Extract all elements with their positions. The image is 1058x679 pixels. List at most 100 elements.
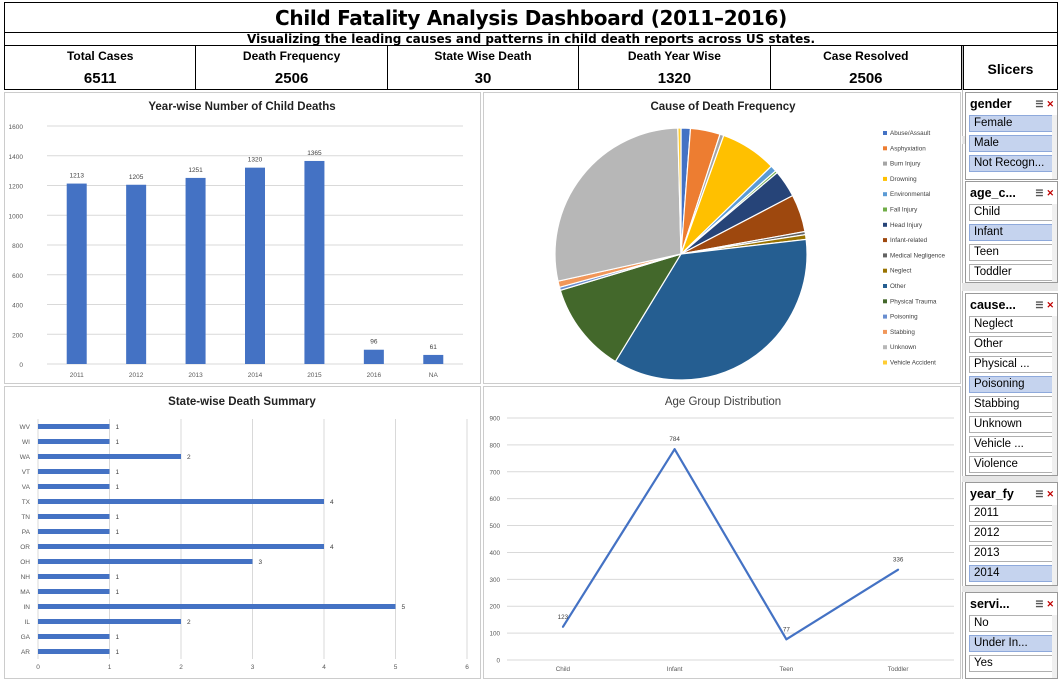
data-label: 1 <box>116 589 120 596</box>
y-tick-label: IN <box>24 604 31 611</box>
kpi-label: Death Year Wise <box>627 49 721 63</box>
clear-filter-icon[interactable]: ✕ <box>1046 187 1054 198</box>
data-label: 1 <box>116 514 120 521</box>
cause-chart-box: Cause of Death Frequency Abuse/Assault Asp… <box>483 92 961 384</box>
slicer-item[interactable]: Other <box>969 336 1053 353</box>
slicer-scrollbar[interactable] <box>1052 505 1057 585</box>
multi-select-icon[interactable]: ☰ <box>1035 488 1044 499</box>
legend-entry: Other <box>890 283 906 290</box>
slicer-item[interactable]: Child <box>969 204 1053 221</box>
dashboard-title-bar: Child Fatality Analysis Dashboard (2011–… <box>4 2 1058 32</box>
slicers-title: Slicers <box>987 61 1034 77</box>
y-tick-label: 600 <box>12 273 23 280</box>
slicer-item[interactable]: 2014 <box>969 565 1053 582</box>
multi-select-icon[interactable]: ☰ <box>1035 598 1044 609</box>
dashboard-title: Child Fatality Analysis Dashboard (2011–… <box>275 6 787 30</box>
state-wise-bar-chart: State-wise Death Summary 0 1 2 3 4 5 6 WV 1 WI 1 WA 2… <box>20 396 470 671</box>
y-tick-label: AR <box>21 649 30 656</box>
legend-swatch <box>883 345 887 350</box>
kpi-value: 2506 <box>274 70 309 87</box>
legend-swatch <box>883 176 887 181</box>
cause-pie-chart: Cause of Death Frequency Abuse/Assault Asp… <box>554 101 945 381</box>
bar-TX <box>38 499 324 504</box>
legend-entry: Stabbing <box>890 329 915 336</box>
y-tick-label: NH <box>21 574 31 581</box>
kpi-value: 6511 <box>83 70 117 87</box>
y-tick-label: PA <box>22 529 31 536</box>
y-tick-label: 0 <box>496 658 500 665</box>
slicer-item[interactable]: Stabbing <box>969 396 1053 413</box>
clear-filter-icon[interactable]: ✕ <box>1046 299 1054 310</box>
multi-select-icon[interactable]: ☰ <box>1035 98 1044 109</box>
y-tick-label: OR <box>20 544 30 551</box>
point-infant <box>673 448 676 451</box>
legend-swatch <box>883 268 887 273</box>
legend-entry: Vehicle Accident <box>890 360 936 367</box>
slicer-scrollbar[interactable] <box>1052 316 1057 475</box>
legend-swatch <box>883 207 887 212</box>
kpi-value: 1320 <box>657 70 692 87</box>
y-tick-label: MA <box>20 589 30 596</box>
kpi-total-cases: Total Cases 6511 <box>4 46 196 90</box>
slicer-item[interactable]: Physical ... <box>969 356 1053 373</box>
clear-filter-icon[interactable]: ✕ <box>1046 598 1054 609</box>
slicer-age_c: age_c... ☰ ✕ Child Infant Teen Toddler <box>965 181 1058 283</box>
legend-swatch <box>883 299 887 304</box>
slicer-item[interactable]: Female <box>969 115 1053 132</box>
slicer-item[interactable]: Violence <box>969 456 1053 473</box>
legend-swatch <box>883 192 887 197</box>
multi-select-icon[interactable]: ☰ <box>1035 299 1044 310</box>
bar-OH <box>38 559 253 564</box>
slicer-item[interactable]: Neglect <box>969 316 1053 333</box>
slicer-item[interactable]: 2012 <box>969 525 1053 542</box>
slicer-item[interactable]: Male <box>969 135 1053 152</box>
legend-swatch <box>883 238 887 243</box>
legend-entry: Unknown <box>890 344 917 351</box>
slicer-item[interactable]: Toddler <box>969 264 1053 281</box>
y-tick-label: 1200 <box>9 184 24 191</box>
y-tick-label: WA <box>20 454 31 461</box>
bar-GA <box>38 634 110 639</box>
data-label: 1 <box>116 439 120 446</box>
bar-NA <box>423 354 444 364</box>
clear-filter-icon[interactable]: ✕ <box>1046 98 1054 109</box>
slicer-item[interactable]: Unknown <box>969 416 1053 433</box>
slicer-cause: cause... ☰ ✕ Neglect Other Physical ... Poison… <box>965 293 1058 476</box>
legend-swatch <box>883 329 887 334</box>
x-tick-label: 2014 <box>248 372 263 379</box>
clear-filter-icon[interactable]: ✕ <box>1046 488 1054 499</box>
y-tick-label: 800 <box>489 442 500 449</box>
year-chart-box: Year-wise Number of Child Deaths 0 200 400 6… <box>4 92 481 384</box>
slicer-item[interactable]: Not Recogn... <box>969 155 1053 172</box>
multi-select-icon[interactable]: ☰ <box>1035 187 1044 198</box>
bar-VT <box>38 469 110 474</box>
slicer-item[interactable]: Yes <box>969 655 1053 672</box>
y-tick-label: 400 <box>12 303 23 310</box>
slicer-item[interactable]: 2013 <box>969 545 1053 562</box>
legend-entry: Environmental <box>890 191 930 198</box>
slicer-item[interactable]: Vehicle ... <box>969 436 1053 453</box>
series-line <box>561 448 899 641</box>
slicer-item[interactable]: Infant <box>969 224 1053 241</box>
bar-2012 <box>126 184 147 364</box>
data-label: 5 <box>402 604 406 611</box>
bar-MA <box>38 589 110 594</box>
bar-PA <box>38 529 110 534</box>
data-label: 3 <box>259 559 263 566</box>
slicer-item[interactable]: Under In... <box>969 635 1053 652</box>
pie-slice-unknown <box>554 127 682 282</box>
slicer-item[interactable]: No <box>969 615 1053 632</box>
x-tick-label: NA <box>429 372 439 379</box>
bar-IL <box>38 619 181 624</box>
slicer-scrollbar[interactable] <box>1052 615 1057 678</box>
slicer-item[interactable]: Poisoning <box>969 376 1053 393</box>
kpi-value: 2506 <box>849 70 883 87</box>
data-label: 61 <box>430 344 438 351</box>
y-tick-label: TX <box>22 499 31 506</box>
y-tick-label: VA <box>22 484 31 491</box>
x-tick-label: 2011 <box>70 372 84 379</box>
slicer-item[interactable]: 2011 <box>969 505 1053 522</box>
slicer-scrollbar[interactable] <box>1052 204 1057 282</box>
slicer-scrollbar[interactable] <box>1052 115 1057 179</box>
slicer-item[interactable]: Teen <box>969 244 1053 261</box>
